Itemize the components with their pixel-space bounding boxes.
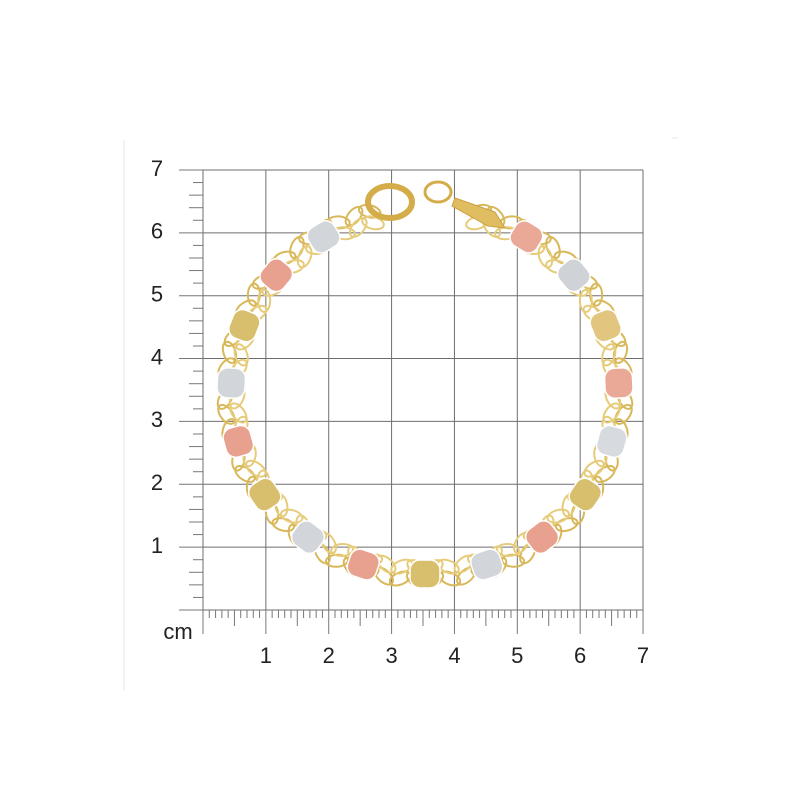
bead [524, 520, 560, 555]
chain-link [279, 508, 304, 524]
chain-link [390, 558, 414, 575]
clasp-ring [423, 180, 453, 204]
x-label: 3 [385, 643, 397, 668]
bead [556, 258, 591, 293]
bead [509, 220, 544, 254]
chain-link [348, 217, 368, 238]
bead [306, 220, 341, 254]
chain-link [229, 402, 248, 424]
bead [409, 559, 441, 589]
bead [228, 308, 261, 343]
x-label: 4 [448, 643, 460, 668]
y-label: 6 [151, 219, 163, 244]
y-label: 7 [151, 156, 163, 181]
y-label: 4 [151, 344, 163, 369]
chain-link [245, 459, 267, 478]
chain-link [436, 558, 460, 575]
bead [568, 477, 603, 512]
grid: 1 2 3 4 5 6 7 1 2 3 4 5 6 7 [151, 156, 649, 668]
bead [247, 477, 282, 512]
chain-link [578, 288, 593, 313]
y-label: 2 [151, 470, 163, 495]
bead [346, 548, 381, 581]
clasp [365, 183, 415, 221]
chain-link [601, 343, 617, 367]
bead [589, 308, 622, 343]
chain-link [296, 245, 313, 269]
chain-link [361, 215, 385, 231]
bracelet [216, 180, 634, 589]
bead [216, 367, 247, 400]
chain-link [546, 508, 571, 524]
bead [222, 424, 255, 459]
y-label: 3 [151, 407, 163, 432]
chain-link [257, 288, 272, 313]
chain-link [233, 343, 249, 367]
y-label: 1 [151, 533, 163, 558]
chain-link [330, 542, 355, 558]
bead [259, 258, 294, 293]
bead [595, 424, 628, 459]
y-label: 5 [151, 282, 163, 307]
x-label: 1 [260, 643, 272, 668]
chain-link [344, 205, 364, 227]
unit-label: cm [163, 619, 192, 644]
bead [603, 367, 634, 400]
chain-link [537, 245, 554, 269]
chain-link [583, 459, 605, 478]
x-label: 6 [574, 643, 586, 668]
chain-link [495, 542, 520, 558]
x-label: 2 [323, 643, 335, 668]
x-label: 5 [511, 643, 523, 668]
bead [469, 548, 504, 581]
clasp-tab [451, 197, 506, 229]
x-label: 7 [637, 643, 649, 668]
bead [290, 520, 326, 555]
chain-link [602, 402, 621, 424]
